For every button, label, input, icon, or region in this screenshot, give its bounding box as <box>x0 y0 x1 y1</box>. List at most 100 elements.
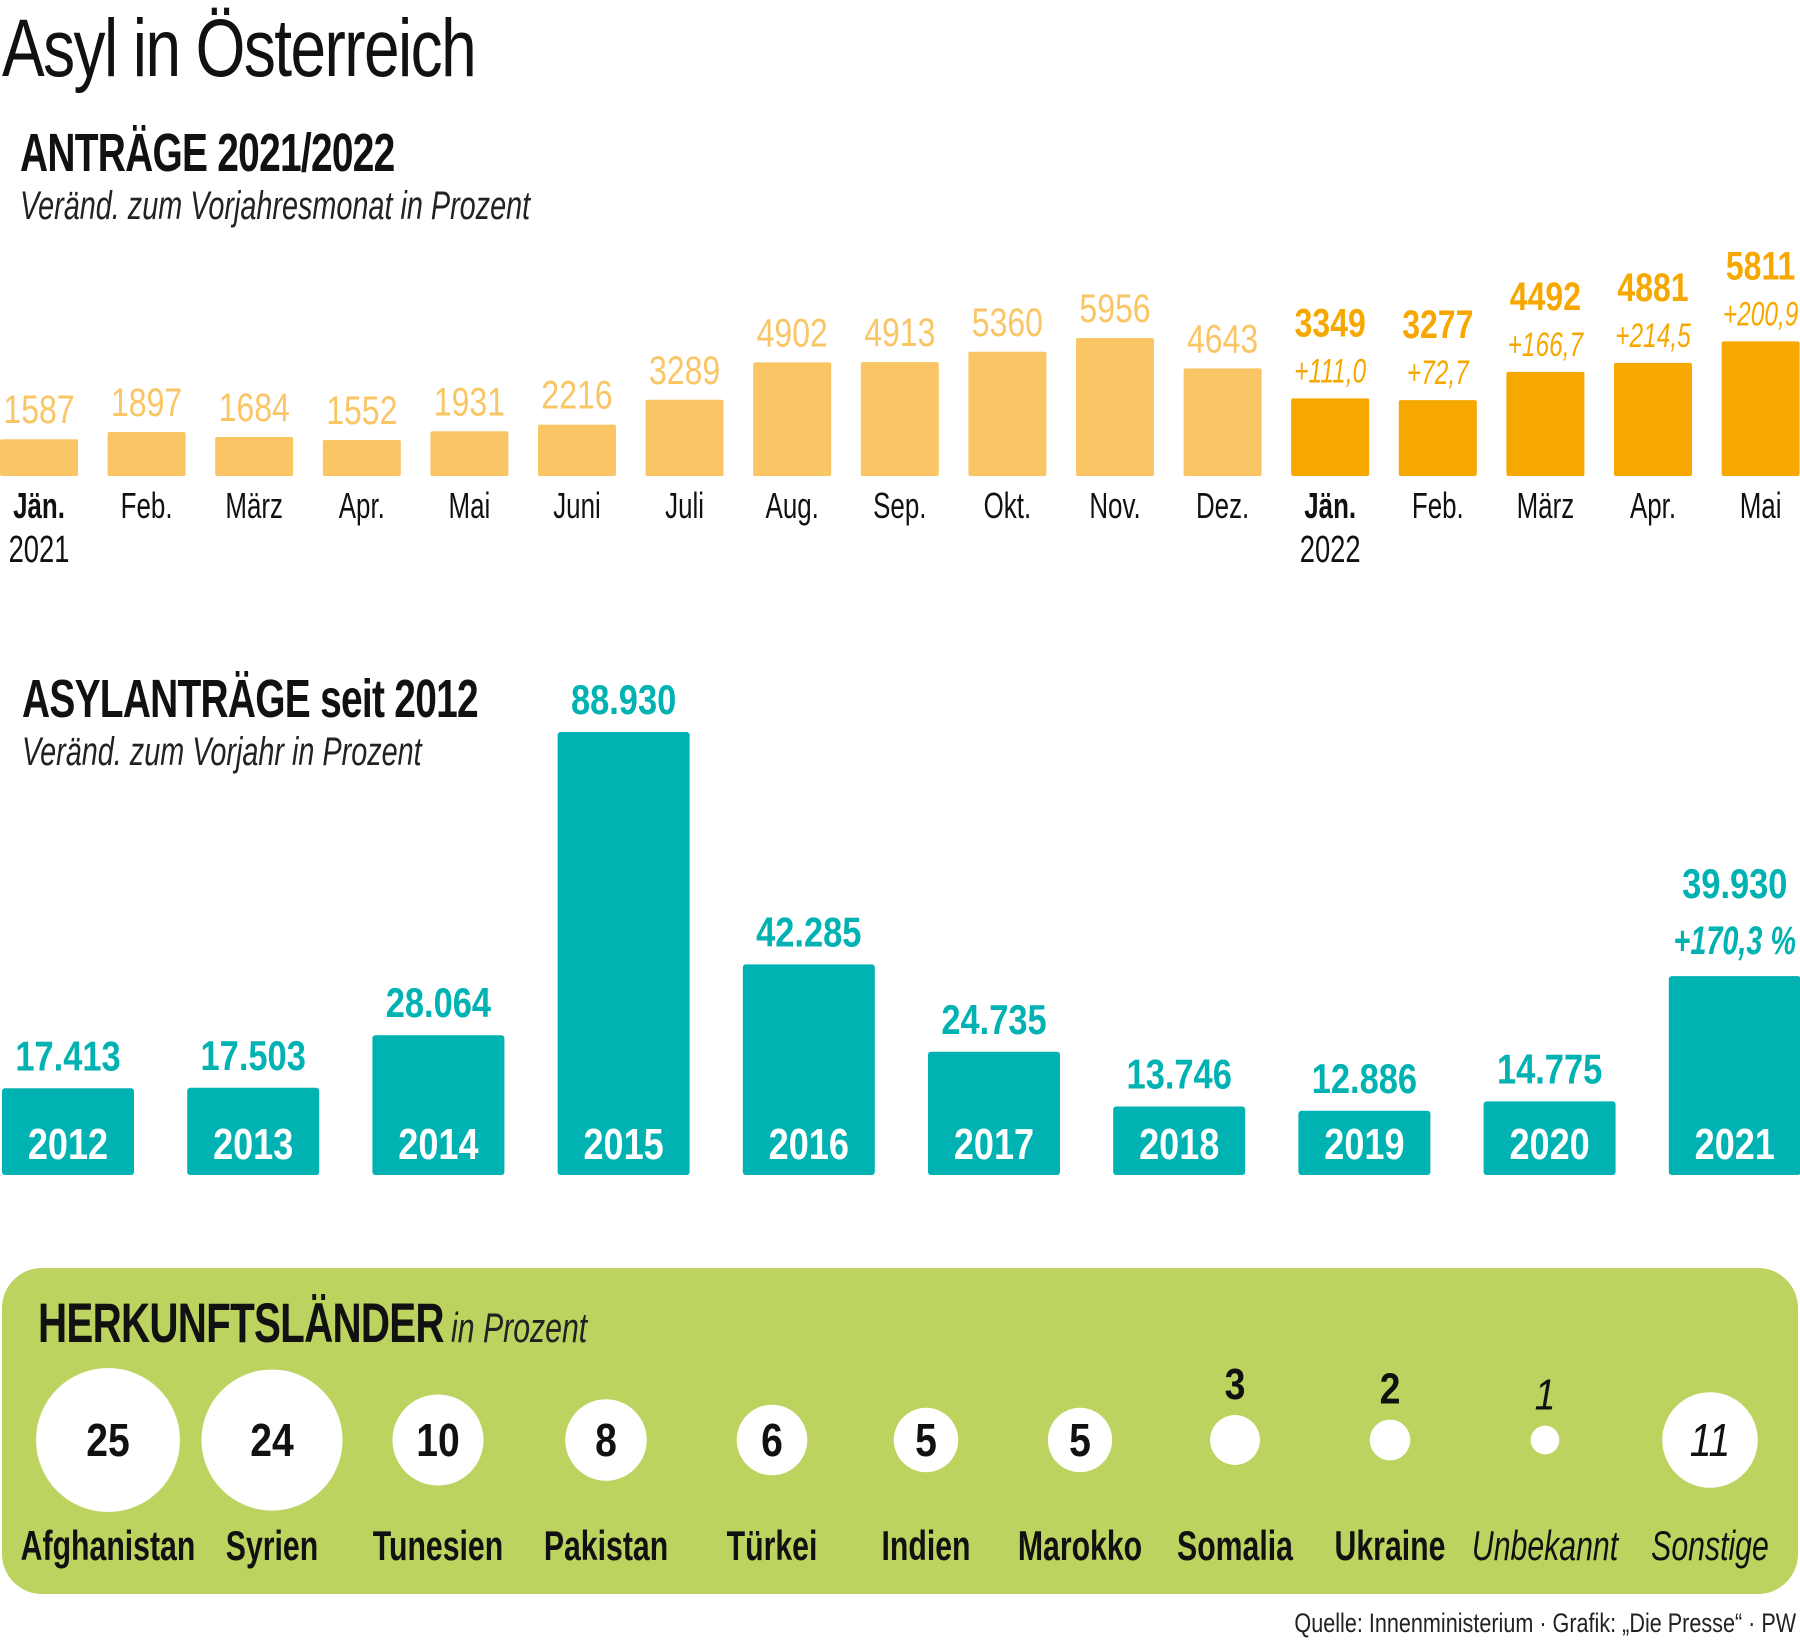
month-value-label: 1552 <box>326 388 397 433</box>
year-bar <box>372 1035 505 1175</box>
country-value-label: 1 <box>1535 1370 1556 1420</box>
month-bar <box>1398 400 1477 476</box>
month-axis-label: Mai <box>449 486 491 526</box>
source-credit: Quelle: Innenministerium · Grafik: „Die … <box>1294 1608 1796 1638</box>
month-value-label: 1587 <box>3 387 74 432</box>
month-value-label: 4492 <box>1510 273 1581 318</box>
year-value-label: 12.886 <box>1312 1056 1417 1103</box>
year-marker-label: 2021 <box>9 529 70 571</box>
country-name-label: Pakistan <box>544 1522 668 1569</box>
month-axis-label: Aug. <box>766 486 819 526</box>
month-value-label: 5360 <box>972 299 1043 344</box>
month-bar <box>968 351 1047 476</box>
month-bar <box>1291 398 1370 476</box>
country-value-label: 3 <box>1225 1359 1246 1409</box>
month-axis-label: Okt. <box>984 486 1032 526</box>
month-bar <box>322 440 401 476</box>
month-value-label: 5811 <box>1726 243 1795 288</box>
month-bar <box>1183 368 1262 476</box>
country-name-label: Sonstige <box>1651 1522 1769 1569</box>
month-bar <box>538 424 616 476</box>
origin-countries-chart: 25Afghanistan24Syrien10Tunesien8Pakistan… <box>21 1359 1769 1569</box>
year-value-label: 39.930 <box>1682 861 1787 908</box>
country-name-label: Türkei <box>727 1522 818 1569</box>
yearly-chart-subtitle: Veränd. zum Vorjahr in Prozent <box>22 730 422 774</box>
year-value-label: 88.930 <box>571 677 676 724</box>
country-name-label: Syrien <box>226 1522 318 1569</box>
year-bar-label: 2020 <box>1509 1120 1589 1169</box>
month-bar <box>753 362 832 476</box>
country-bubble <box>201 1369 343 1511</box>
country-value-label: 10 <box>416 1415 459 1467</box>
month-bar <box>430 431 509 476</box>
main-title: Asyl in Österreich <box>2 3 477 94</box>
month-change-label: +72,7 <box>1407 354 1470 392</box>
year-bar-label: 2012 <box>28 1120 108 1169</box>
month-change-label: +200,9 <box>1723 296 1799 334</box>
month-bar <box>1614 362 1692 476</box>
month-change-label: +111,0 <box>1294 353 1366 391</box>
year-value-label: 14.775 <box>1497 1046 1602 1093</box>
year-bar-label: 2013 <box>213 1120 293 1169</box>
country-value-label: 5 <box>1069 1415 1091 1467</box>
country-value-label: 25 <box>86 1415 129 1467</box>
month-value-label: 2216 <box>541 372 612 417</box>
country-name-label: Somalia <box>1177 1522 1293 1569</box>
month-axis-label: Feb. <box>1412 486 1464 526</box>
year-value-label: 17.413 <box>15 1033 120 1080</box>
month-value-label: 4913 <box>864 310 935 355</box>
country-bubble <box>1369 1419 1411 1461</box>
year-bar <box>928 1051 1060 1175</box>
country-value-label: 24 <box>250 1415 294 1467</box>
year-value-label: 28.064 <box>386 980 492 1027</box>
year-bar-label: 2016 <box>769 1120 849 1169</box>
month-value-label: 1684 <box>219 385 290 430</box>
country-value-label: 5 <box>915 1415 937 1467</box>
month-axis-label: Mai <box>1740 486 1782 526</box>
year-bar-label: 2015 <box>583 1120 663 1169</box>
country-name-label: Ukraine <box>1335 1522 1446 1569</box>
country-bubble <box>736 1404 808 1476</box>
year-bar-label: 2017 <box>954 1120 1034 1169</box>
country-value-label: 11 <box>1690 1415 1731 1467</box>
origin-countries-title: HERKUNFTSLÄNDER in Prozent <box>38 1290 587 1355</box>
origin-countries-unit: in Prozent <box>451 1304 588 1351</box>
country-bubble <box>565 1399 647 1481</box>
year-value-label: 42.285 <box>756 909 861 956</box>
yearly-chart: 2012 17.413 2013 17.503 2014 28.064 2015 88.930… <box>2 677 1800 1175</box>
month-axis-label: Nov. <box>1089 486 1140 526</box>
monthly-chart-title: ANTRÄGE 2021/2022 <box>20 123 395 183</box>
month-value-label: 1931 <box>434 379 505 424</box>
month-axis-label: Jän. <box>13 486 65 526</box>
yearly-chart-title: ASYLANTRÄGE seit 2012 <box>22 669 479 729</box>
month-bar <box>1721 341 1800 476</box>
year-marker-label: 2022 <box>1300 529 1361 571</box>
month-axis-label: März <box>1517 486 1575 526</box>
month-change-label: +214,5 <box>1615 317 1691 355</box>
year-bar-label: 2019 <box>1324 1120 1404 1169</box>
year-bar <box>1668 976 1800 1175</box>
year-value-label: 17.503 <box>201 1033 306 1080</box>
country-bubble <box>1530 1425 1560 1455</box>
origin-countries-heading: HERKUNFTSLÄNDER <box>38 1291 445 1354</box>
month-value-label: 3277 <box>1402 302 1473 347</box>
country-bubble <box>1662 1392 1758 1488</box>
month-bar <box>0 439 78 476</box>
month-axis-label: Dez. <box>1196 486 1249 526</box>
country-bubble <box>1047 1407 1113 1473</box>
monthly-chart-subtitle: Veränd. zum Vorjahresmonat in Prozent <box>20 184 531 228</box>
country-value-label: 8 <box>595 1415 617 1467</box>
month-bar <box>860 362 939 476</box>
year-bar <box>187 1087 320 1175</box>
country-name-label: Indien <box>882 1522 971 1569</box>
country-name-label: Tunesien <box>373 1522 503 1569</box>
month-bar <box>1076 338 1154 476</box>
month-axis-label: März <box>225 486 283 526</box>
month-axis-label: Apr. <box>1630 486 1676 526</box>
month-axis-label: Apr. <box>339 486 385 526</box>
month-change-label: +166,7 <box>1508 326 1585 364</box>
month-value-label: 4881 <box>1617 264 1688 309</box>
month-bar <box>645 399 724 476</box>
year-value-label: 13.746 <box>1127 1051 1232 1098</box>
year-bar <box>1113 1106 1246 1175</box>
